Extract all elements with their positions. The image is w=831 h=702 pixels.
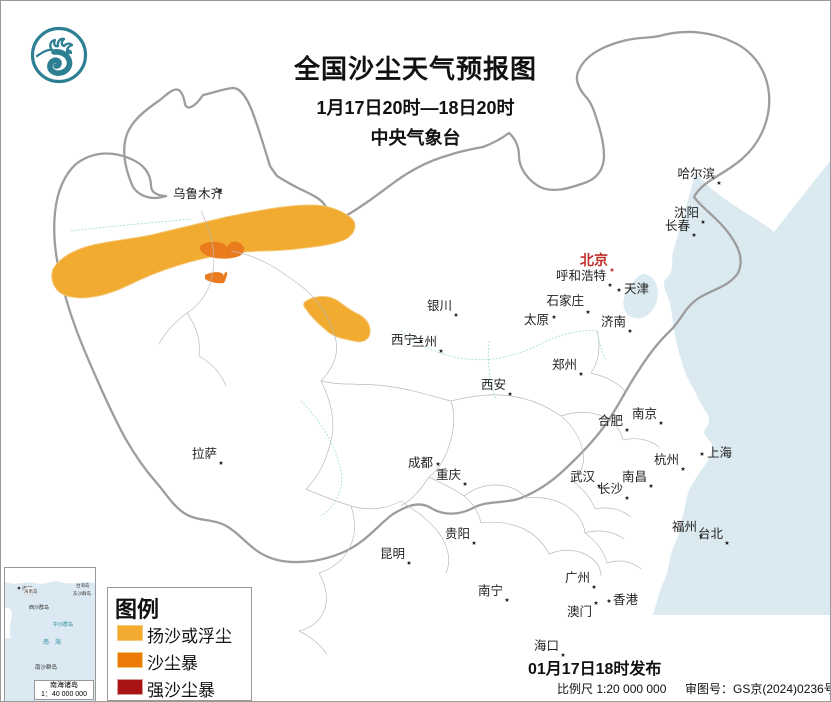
svg-text:台湾岛: 台湾岛: [76, 582, 90, 589]
svg-text:西沙群岛: 西沙群岛: [29, 604, 49, 611]
svg-text:海口: 海口: [534, 638, 559, 653]
svg-text:杭州: 杭州: [654, 452, 679, 467]
svg-text:中沙群岛: 中沙群岛: [53, 621, 73, 628]
svg-text:沈阳: 沈阳: [674, 205, 699, 220]
svg-text:哈尔滨: 哈尔滨: [677, 166, 715, 181]
svg-text:上海: 上海: [707, 445, 733, 460]
svg-text:广州: 广州: [565, 571, 590, 585]
svg-text:兰州: 兰州: [412, 335, 437, 349]
svg-text:乌鲁木齐: 乌鲁木齐: [173, 186, 224, 201]
svg-text:澳门: 澳门: [567, 604, 592, 619]
svg-text:东沙群岛: 东沙群岛: [73, 590, 91, 597]
svg-text:北京: 北京: [580, 252, 608, 268]
svg-text:呼和浩特: 呼和浩特: [556, 268, 606, 283]
svg-text:武汉: 武汉: [570, 470, 596, 484]
svg-text:济南: 济南: [601, 314, 626, 329]
svg-text:福州: 福州: [672, 519, 697, 534]
svg-text:银川: 银川: [427, 299, 452, 313]
svg-text:拉萨: 拉萨: [192, 446, 217, 461]
svg-text:香港: 香港: [613, 593, 639, 607]
svg-text:合肥: 合肥: [598, 413, 624, 428]
svg-text:贵阳: 贵阳: [445, 527, 470, 541]
svg-text:成都: 成都: [408, 456, 434, 470]
svg-text:西安: 西安: [481, 377, 506, 392]
svg-text:南京: 南京: [632, 406, 657, 421]
svg-text:石家庄: 石家庄: [546, 293, 584, 308]
svg-text:南宁: 南宁: [478, 583, 503, 598]
svg-text:郑州: 郑州: [552, 357, 577, 372]
svg-text:南沙群岛: 南沙群岛: [35, 663, 58, 671]
svg-text:台北: 台北: [698, 526, 724, 541]
svg-text:海南岛: 海南岛: [24, 588, 38, 595]
svg-text:天津: 天津: [624, 282, 649, 296]
svg-text:昆明: 昆明: [380, 547, 405, 561]
svg-text:长春: 长春: [665, 219, 691, 233]
svg-text:长沙: 长沙: [598, 482, 624, 496]
svg-text:太原: 太原: [524, 312, 549, 327]
svg-text:重庆: 重庆: [436, 467, 462, 482]
svg-text:南昌: 南昌: [622, 469, 647, 484]
svg-text:南 海: 南 海: [43, 638, 61, 646]
